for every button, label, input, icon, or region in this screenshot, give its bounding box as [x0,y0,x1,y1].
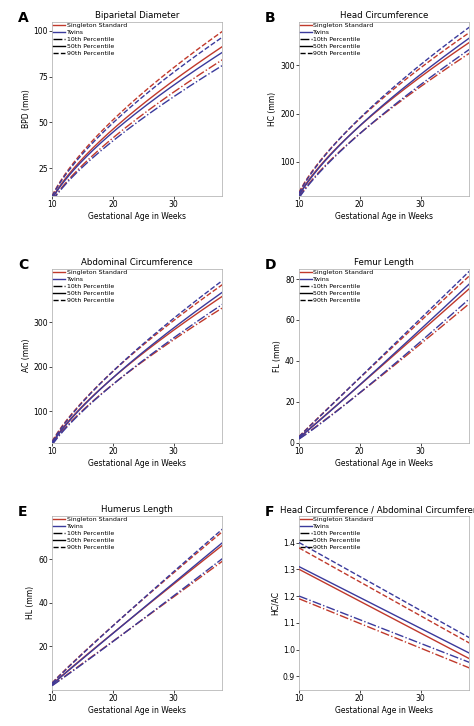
X-axis label: Gestational Age in Weeks: Gestational Age in Weeks [335,459,433,468]
Title: Humerus Length: Humerus Length [101,505,173,514]
Title: Abdominal Circumference: Abdominal Circumference [82,258,193,267]
Legend: Singleton Standard, Twins, 10th Percentile, 50th Percentile, 90th Percentile: Singleton Standard, Twins, 10th Percenti… [300,269,374,303]
Title: Head Circumference / Abdominal Circumference: Head Circumference / Abdominal Circumfer… [280,505,474,514]
Y-axis label: FL (mm): FL (mm) [273,340,283,372]
Y-axis label: HC (mm): HC (mm) [268,91,277,126]
Text: B: B [265,12,275,25]
Title: Femur Length: Femur Length [354,258,414,267]
Legend: Singleton Standard, Twins, 10th Percentile, 50th Percentile, 90th Percentile: Singleton Standard, Twins, 10th Percenti… [300,516,374,551]
Legend: Singleton Standard, Twins, 10th Percentile, 50th Percentile, 90th Percentile: Singleton Standard, Twins, 10th Percenti… [53,23,128,57]
Y-axis label: HC/AC: HC/AC [271,591,280,615]
Text: E: E [18,505,27,519]
X-axis label: Gestational Age in Weeks: Gestational Age in Weeks [88,706,186,714]
Legend: Singleton Standard, Twins, 10th Percentile, 50th Percentile, 90th Percentile: Singleton Standard, Twins, 10th Percenti… [53,269,128,303]
Text: D: D [265,258,276,272]
Title: Biparietal Diameter: Biparietal Diameter [95,12,180,20]
Legend: Singleton Standard, Twins, 10th Percentile, 50th Percentile, 90th Percentile: Singleton Standard, Twins, 10th Percenti… [300,23,374,57]
X-axis label: Gestational Age in Weeks: Gestational Age in Weeks [335,212,433,221]
Y-axis label: AC (mm): AC (mm) [22,339,30,372]
Y-axis label: BPD (mm): BPD (mm) [22,89,31,128]
X-axis label: Gestational Age in Weeks: Gestational Age in Weeks [335,706,433,714]
Text: F: F [265,505,274,519]
X-axis label: Gestational Age in Weeks: Gestational Age in Weeks [88,212,186,221]
Y-axis label: HL (mm): HL (mm) [27,586,36,619]
X-axis label: Gestational Age in Weeks: Gestational Age in Weeks [88,459,186,468]
Text: A: A [18,12,29,25]
Text: C: C [18,258,28,272]
Legend: Singleton Standard, Twins, 10th Percentile, 50th Percentile, 90th Percentile: Singleton Standard, Twins, 10th Percenti… [53,516,128,551]
Title: Head Circumference: Head Circumference [340,12,428,20]
